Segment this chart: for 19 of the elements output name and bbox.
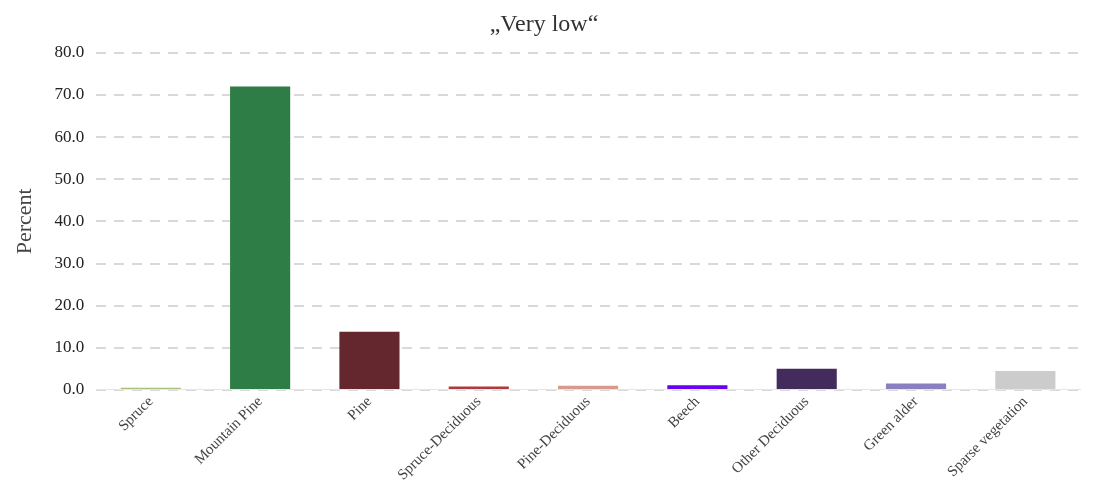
- y-tick-label: 40.0: [54, 210, 85, 230]
- bar: [667, 385, 728, 389]
- bar: [995, 370, 1056, 389]
- bar: [558, 385, 619, 389]
- x-tick-label: Pine: [344, 392, 375, 424]
- bar: [339, 331, 400, 389]
- y-tick-label: 80.0: [54, 42, 85, 62]
- y-tick-label: 50.0: [54, 168, 85, 188]
- bar: [230, 86, 291, 389]
- y-tick-label: 60.0: [54, 126, 85, 146]
- y-tick-label: 10.0: [54, 337, 85, 357]
- y-tick-label: 0.0: [62, 379, 85, 399]
- bar: [776, 368, 837, 389]
- chart-title: „Very low“: [489, 9, 599, 36]
- y-tick-label: 70.0: [54, 84, 85, 104]
- y-tick-label: 20.0: [54, 295, 85, 315]
- bar: [885, 383, 947, 389]
- y-axis-title: Percent: [10, 188, 36, 255]
- y-tick-label: 30.0: [54, 252, 85, 272]
